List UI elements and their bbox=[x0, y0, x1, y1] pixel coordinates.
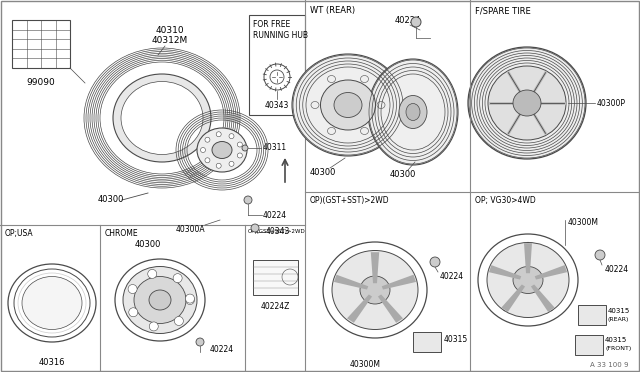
Text: 40224: 40224 bbox=[605, 265, 629, 274]
Text: 40312M: 40312M bbox=[152, 36, 188, 45]
Circle shape bbox=[595, 250, 605, 260]
Ellipse shape bbox=[513, 266, 543, 294]
Ellipse shape bbox=[487, 243, 569, 317]
Ellipse shape bbox=[360, 276, 390, 304]
Text: 40300: 40300 bbox=[390, 170, 417, 179]
Circle shape bbox=[186, 294, 195, 303]
Ellipse shape bbox=[134, 276, 186, 324]
Ellipse shape bbox=[123, 266, 197, 334]
Text: 40315: 40315 bbox=[608, 308, 630, 314]
Text: WT (REAR): WT (REAR) bbox=[310, 6, 355, 15]
Circle shape bbox=[205, 137, 210, 142]
Ellipse shape bbox=[406, 103, 420, 121]
Ellipse shape bbox=[212, 141, 232, 158]
Ellipse shape bbox=[121, 81, 203, 154]
Text: 40310: 40310 bbox=[156, 26, 184, 35]
Text: 40300A: 40300A bbox=[175, 225, 205, 234]
Ellipse shape bbox=[368, 59, 458, 165]
Text: RUNNING HUB: RUNNING HUB bbox=[253, 31, 308, 40]
Ellipse shape bbox=[149, 290, 171, 310]
Circle shape bbox=[173, 274, 182, 283]
Text: 40300: 40300 bbox=[98, 196, 124, 205]
Text: OP)(GST+SST)>2WD: OP)(GST+SST)>2WD bbox=[310, 196, 390, 205]
Circle shape bbox=[128, 285, 137, 294]
Ellipse shape bbox=[292, 54, 404, 156]
Text: 99090: 99090 bbox=[27, 78, 56, 87]
Text: OP)(GST+SST)>2WD: OP)(GST+SST)>2WD bbox=[248, 229, 306, 234]
Circle shape bbox=[251, 224, 259, 232]
Text: 40300M: 40300M bbox=[568, 218, 599, 227]
Text: 40224: 40224 bbox=[440, 272, 464, 281]
Bar bbox=[249, 15, 305, 115]
Text: 40311: 40311 bbox=[263, 144, 287, 153]
Text: 40343: 40343 bbox=[266, 228, 291, 237]
Bar bbox=[12, 20, 70, 68]
Ellipse shape bbox=[513, 90, 541, 116]
Polygon shape bbox=[334, 275, 368, 289]
Text: 40224Z: 40224Z bbox=[260, 302, 290, 311]
Circle shape bbox=[237, 142, 243, 147]
Text: 40300M: 40300M bbox=[350, 360, 381, 369]
Polygon shape bbox=[347, 295, 372, 323]
Ellipse shape bbox=[468, 47, 586, 159]
Ellipse shape bbox=[334, 93, 362, 118]
Text: 40224: 40224 bbox=[263, 211, 287, 219]
Polygon shape bbox=[535, 265, 567, 279]
Circle shape bbox=[196, 338, 204, 346]
Circle shape bbox=[174, 317, 184, 326]
Circle shape bbox=[237, 153, 243, 158]
Text: OP; VG30>4WD: OP; VG30>4WD bbox=[475, 196, 536, 205]
Ellipse shape bbox=[332, 250, 418, 330]
Text: 40343: 40343 bbox=[265, 101, 289, 110]
Ellipse shape bbox=[321, 80, 376, 130]
Ellipse shape bbox=[113, 74, 211, 162]
Polygon shape bbox=[371, 252, 379, 283]
Text: 40315: 40315 bbox=[605, 337, 627, 343]
Text: 40224: 40224 bbox=[210, 346, 234, 355]
Circle shape bbox=[200, 148, 205, 153]
Ellipse shape bbox=[488, 66, 566, 140]
Text: FOR FREE: FOR FREE bbox=[253, 20, 291, 29]
Circle shape bbox=[411, 17, 421, 27]
Circle shape bbox=[186, 295, 195, 305]
Bar bbox=[575, 335, 603, 355]
Text: 40300P: 40300P bbox=[597, 99, 626, 108]
Polygon shape bbox=[501, 285, 525, 312]
Circle shape bbox=[229, 161, 234, 166]
Text: (FRONT): (FRONT) bbox=[605, 346, 631, 351]
Polygon shape bbox=[531, 285, 555, 312]
Text: 40300: 40300 bbox=[310, 168, 337, 177]
Circle shape bbox=[149, 322, 158, 331]
Bar bbox=[413, 332, 441, 352]
Circle shape bbox=[205, 158, 210, 163]
Circle shape bbox=[129, 308, 138, 317]
Text: 40224: 40224 bbox=[395, 16, 421, 25]
Ellipse shape bbox=[22, 276, 82, 330]
Ellipse shape bbox=[197, 128, 247, 172]
Text: 40300: 40300 bbox=[135, 240, 161, 249]
Polygon shape bbox=[382, 275, 416, 289]
Circle shape bbox=[430, 257, 440, 267]
Text: (REAR): (REAR) bbox=[608, 317, 629, 322]
Circle shape bbox=[229, 134, 234, 139]
Polygon shape bbox=[378, 295, 403, 323]
Ellipse shape bbox=[399, 96, 427, 128]
Polygon shape bbox=[489, 265, 521, 279]
Text: A 33 100 9: A 33 100 9 bbox=[590, 362, 628, 368]
Polygon shape bbox=[524, 243, 532, 273]
Text: 40315: 40315 bbox=[444, 335, 468, 344]
Text: 40316: 40316 bbox=[39, 358, 65, 367]
Bar bbox=[578, 305, 606, 325]
Text: CHROME: CHROME bbox=[105, 229, 139, 238]
Bar bbox=[253, 260, 298, 295]
Circle shape bbox=[244, 196, 252, 204]
Circle shape bbox=[216, 163, 221, 168]
Circle shape bbox=[216, 132, 221, 137]
Text: OP;USA: OP;USA bbox=[5, 229, 34, 238]
Text: F/SPARE TIRE: F/SPARE TIRE bbox=[475, 6, 531, 15]
Circle shape bbox=[148, 269, 157, 278]
Circle shape bbox=[242, 145, 248, 151]
